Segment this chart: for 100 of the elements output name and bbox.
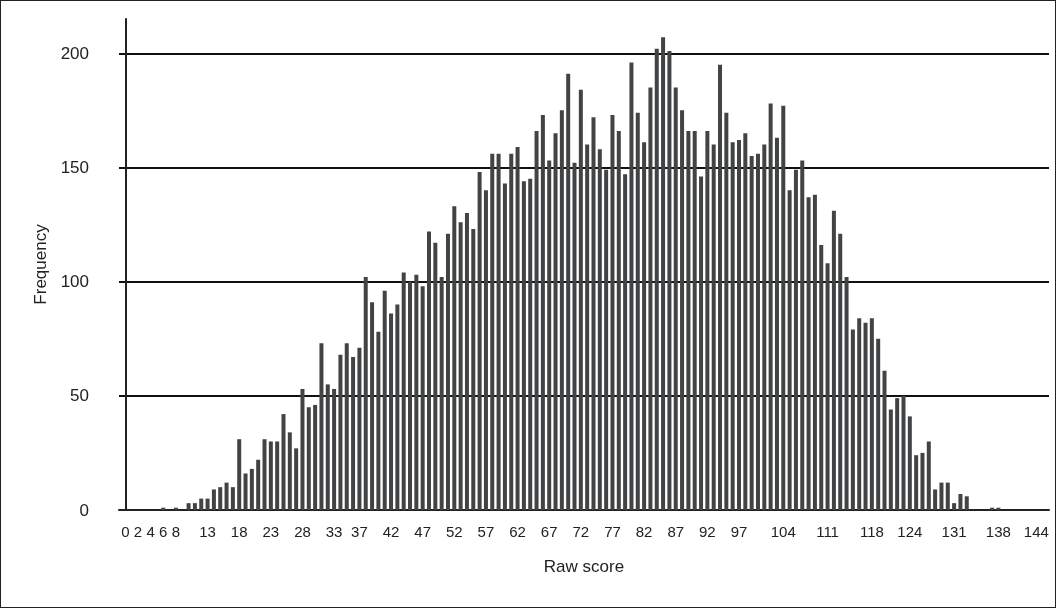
bar xyxy=(306,407,311,510)
bar xyxy=(831,210,836,510)
bar xyxy=(907,416,912,510)
bar xyxy=(958,494,963,510)
bar xyxy=(895,398,900,510)
bar xyxy=(287,432,292,510)
bar xyxy=(654,48,659,510)
bar xyxy=(281,414,286,510)
x-tick-label: 28 xyxy=(294,523,311,540)
bar xyxy=(528,178,533,510)
x-tick-label: 138 xyxy=(985,523,1011,540)
bar xyxy=(414,274,419,510)
bar xyxy=(597,149,602,510)
x-tick-label: 124 xyxy=(897,523,923,540)
bar xyxy=(218,487,223,510)
bar xyxy=(458,222,463,510)
bar xyxy=(433,242,438,510)
bar xyxy=(294,448,299,510)
bar xyxy=(553,133,558,510)
bar xyxy=(572,162,577,510)
bar xyxy=(256,459,261,510)
y-axis-title: Frequency xyxy=(31,223,50,305)
bar xyxy=(578,89,583,510)
bar xyxy=(249,468,254,510)
bar xyxy=(199,498,204,510)
bar xyxy=(471,229,476,510)
bar xyxy=(363,277,368,510)
bar xyxy=(705,130,710,510)
bar xyxy=(692,130,697,510)
bar xyxy=(319,343,324,510)
bar xyxy=(559,110,564,510)
bar xyxy=(933,489,938,510)
bar xyxy=(515,146,520,510)
y-tick-label: 200 xyxy=(60,43,89,63)
bar xyxy=(850,329,855,510)
bar xyxy=(819,245,824,510)
bar xyxy=(357,347,362,510)
x-tick-label: 13 xyxy=(199,523,216,540)
bar xyxy=(755,153,760,510)
bar xyxy=(566,73,571,510)
y-tick-label: 50 xyxy=(70,386,89,406)
x-tick-label: 144 xyxy=(1023,523,1049,540)
bar xyxy=(762,144,767,510)
bar xyxy=(262,439,267,510)
bar xyxy=(737,140,741,510)
bar xyxy=(952,503,957,510)
bar xyxy=(186,503,191,510)
bar xyxy=(224,482,229,510)
bar xyxy=(439,277,444,510)
bar xyxy=(661,37,666,510)
x-tick-label: 111 xyxy=(816,523,839,540)
y-tick-label: 100 xyxy=(60,272,89,292)
bar xyxy=(629,62,634,510)
bar xyxy=(477,172,482,510)
bar xyxy=(540,114,545,510)
x-tick-label: 6 xyxy=(159,523,168,540)
bar xyxy=(699,176,704,510)
bar xyxy=(445,233,450,510)
x-tick-label: 42 xyxy=(382,523,400,540)
bar xyxy=(787,190,792,510)
bar xyxy=(964,496,969,510)
bar xyxy=(920,452,925,510)
bar xyxy=(547,160,552,510)
x-tick-label: 2 xyxy=(133,523,143,540)
bar xyxy=(344,343,349,510)
bar xyxy=(275,441,280,510)
bar xyxy=(939,482,944,510)
bar xyxy=(237,439,242,510)
bar xyxy=(635,112,640,510)
bar xyxy=(673,87,678,510)
bar xyxy=(509,153,514,510)
x-tick-label: 47 xyxy=(414,523,432,540)
bar xyxy=(901,395,906,510)
x-tick-label: 87 xyxy=(667,523,685,540)
x-tick-label: 0 xyxy=(121,523,130,540)
bar xyxy=(211,489,216,510)
bar xyxy=(268,441,273,510)
bar xyxy=(452,206,457,510)
bar xyxy=(395,304,400,510)
bar xyxy=(680,110,685,510)
x-tick-label: 131 xyxy=(941,523,967,540)
bar xyxy=(724,112,729,510)
bar xyxy=(616,130,621,510)
bar xyxy=(230,487,235,510)
bar xyxy=(376,331,381,510)
bar xyxy=(243,473,248,510)
x-tick-label: 62 xyxy=(509,523,526,540)
bar xyxy=(420,286,425,510)
bar xyxy=(888,409,893,510)
bar xyxy=(781,105,786,510)
x-tick-label: 82 xyxy=(635,523,653,540)
bar xyxy=(521,181,526,510)
bar xyxy=(585,144,590,510)
bar xyxy=(914,455,919,510)
x-tick-label: 57 xyxy=(477,523,495,540)
x-tick-label: 8 xyxy=(171,523,181,540)
x-axis-title: Raw score xyxy=(543,557,625,576)
bar xyxy=(800,160,805,510)
bar xyxy=(192,503,197,510)
x-tick-label: 104 xyxy=(770,523,796,540)
